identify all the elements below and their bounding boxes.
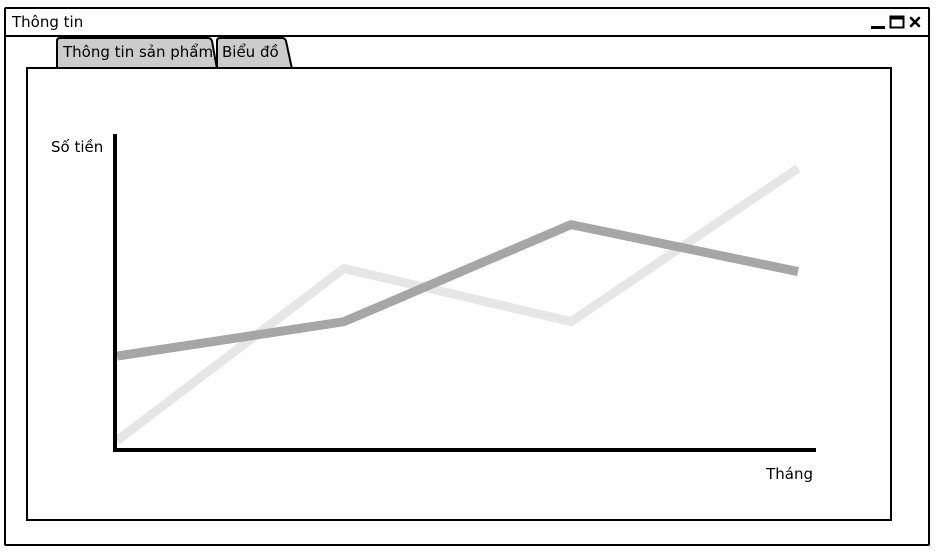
title-bar: Thông tin — [6, 9, 928, 37]
tab-label: Thông tin sản phẩm — [63, 43, 214, 61]
maximize-icon[interactable] — [889, 14, 905, 30]
y-axis-label: Số tiền — [51, 138, 103, 156]
tab-label: Biểu đồ — [222, 43, 279, 61]
x-axis-label: Tháng — [765, 465, 813, 483]
series-line-2 — [116, 220, 799, 361]
series-line-1 — [114, 164, 801, 445]
tab-chart[interactable]: Biểu đồ — [214, 37, 294, 69]
window-controls — [870, 13, 922, 31]
tab-product-info[interactable]: Thông tin sản phẩm — [52, 37, 218, 69]
window-title: Thông tin — [12, 13, 84, 31]
minimize-icon[interactable] — [870, 14, 886, 30]
close-icon[interactable] — [908, 14, 922, 30]
